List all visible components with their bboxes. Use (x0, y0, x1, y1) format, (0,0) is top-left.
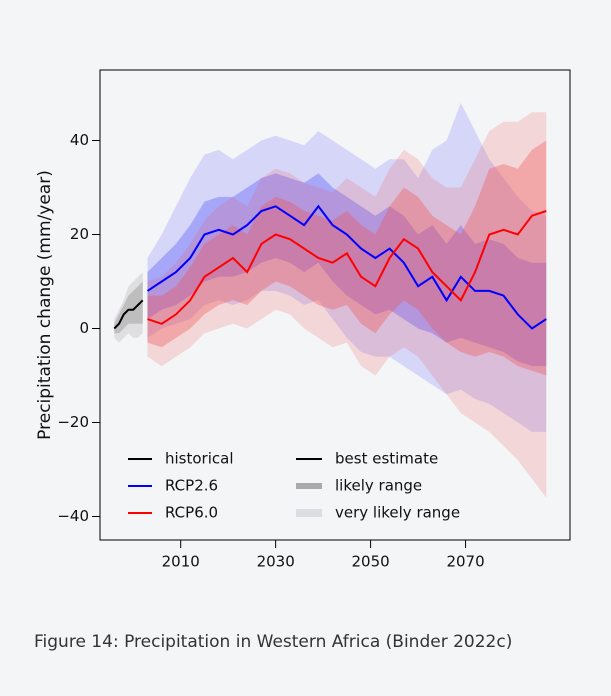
x-tick-label: 2070 (446, 553, 484, 571)
legend-label: historical (165, 450, 234, 468)
likely-band (147, 140, 547, 376)
best-estimate-line (147, 210, 547, 325)
legend-label: best estimate (335, 450, 438, 468)
x-tick-label: 2050 (352, 553, 390, 571)
very-likely-band (147, 102, 547, 432)
legend-label: very likely range (335, 504, 460, 522)
best-estimate-line (146, 204, 547, 330)
y-tick-label: −40 (57, 507, 89, 525)
x-tick-label: 2030 (257, 553, 295, 571)
very-likely-band (114, 272, 143, 343)
plot-frame (99, 69, 571, 541)
caption: Figure 14: Precipitation in Western Afri… (34, 632, 512, 652)
y-axis-label: Precipitation change (mm/year) (35, 170, 55, 440)
likely-band (147, 173, 547, 367)
legend-label: RCP6.0 (165, 504, 218, 522)
very-likely-band (147, 112, 547, 498)
y-tick-label: 20 (70, 225, 89, 243)
y-tick-label: 0 (79, 319, 89, 337)
y-tick-label: 40 (70, 131, 89, 149)
legend-label: likely range (335, 477, 422, 495)
y-tick-label: −20 (57, 413, 89, 431)
x-tick-label: 2010 (162, 553, 200, 571)
legend-label: RCP2.6 (165, 477, 218, 495)
best-estimate-line (113, 299, 144, 330)
